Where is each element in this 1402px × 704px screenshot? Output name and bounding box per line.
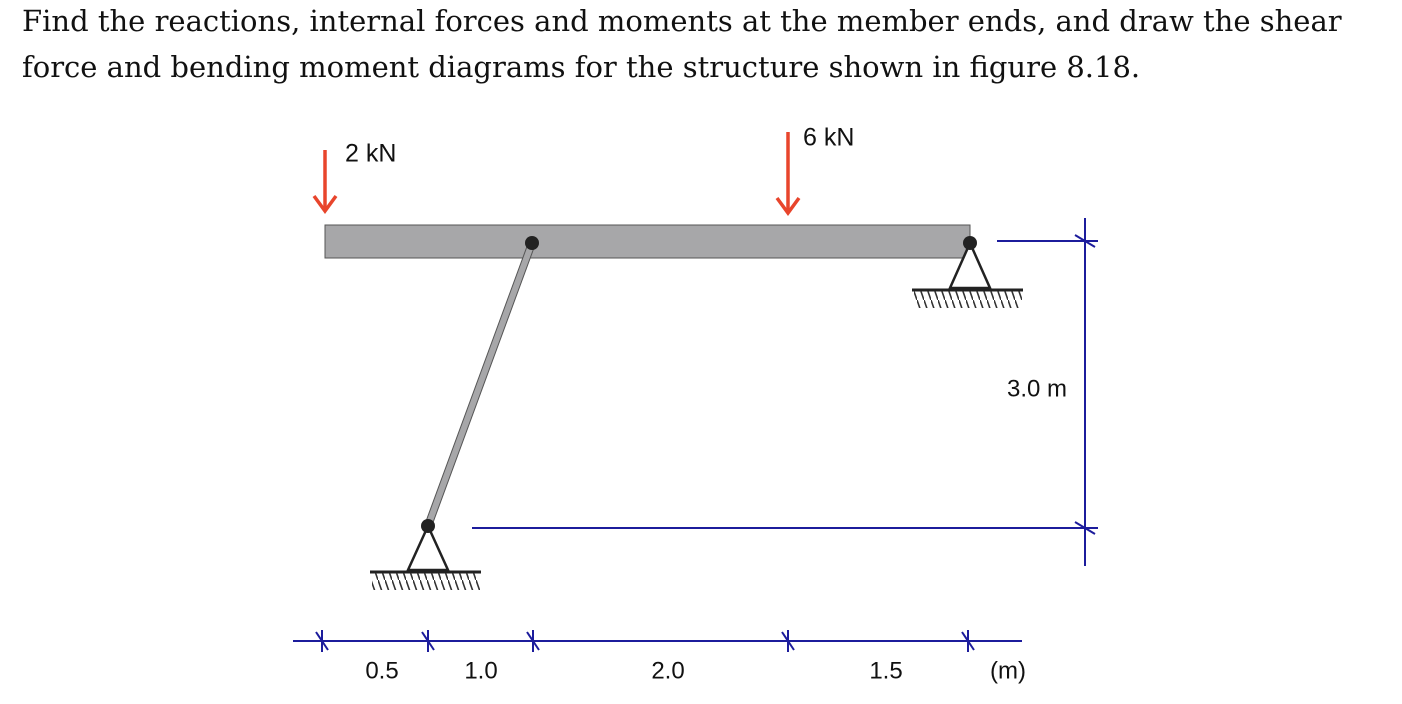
pin-support xyxy=(912,236,1023,308)
dimension-label: 1.5 xyxy=(869,657,902,684)
beam xyxy=(324,224,971,259)
unit-label: (m) xyxy=(990,657,1026,684)
problem-line: Find the reactions, internal forces and … xyxy=(22,4,1342,38)
dimension-label: 0.5 xyxy=(365,657,398,684)
dimension-line xyxy=(472,218,1098,566)
dimension-label: 3.0 m xyxy=(1007,375,1067,402)
dimension-line xyxy=(293,630,1022,652)
load-label: 6 kN xyxy=(803,124,854,152)
dimension-label: 1.0 xyxy=(464,657,497,684)
strut-fill xyxy=(425,241,535,528)
problem-line: force and bending moment diagrams for th… xyxy=(22,50,1141,84)
load-arrow xyxy=(312,132,801,216)
pin-support xyxy=(370,519,481,590)
dimension-label: 2.0 xyxy=(651,657,684,684)
load-label: 2 kN xyxy=(345,140,396,168)
hinge xyxy=(525,236,539,250)
